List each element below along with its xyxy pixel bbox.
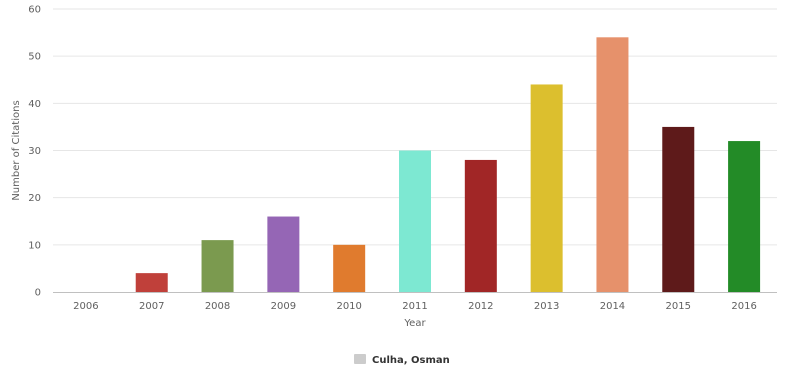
x-tick-label: 2006 (73, 301, 98, 312)
bar-2013[interactable] (530, 84, 563, 292)
legend-swatch[interactable] (354, 354, 366, 364)
bar-2008[interactable] (201, 240, 234, 292)
bar-2010[interactable] (333, 244, 366, 292)
y-tick-label: 20 (28, 193, 41, 204)
bar-2009[interactable] (267, 216, 300, 292)
x-tick-label: 2010 (336, 301, 361, 312)
y-tick-label: 50 (28, 52, 41, 63)
y-tick-label: 0 (35, 288, 41, 299)
legend-label[interactable]: Culha, Osman (372, 355, 450, 366)
x-tick-label: 2007 (139, 301, 164, 312)
y-tick-label: 10 (28, 240, 41, 251)
x-axis-ticks: 2006 2007 2008 2009 2010 2011 2012 2013 2014 2015… (73, 301, 757, 312)
y-tick-label: 30 (28, 146, 41, 157)
legend[interactable]: Culha, Osman (354, 354, 450, 366)
x-tick-label: 2014 (600, 301, 625, 312)
bar-2012[interactable] (464, 159, 497, 292)
x-tick-label: 2016 (731, 301, 756, 312)
bar-2011[interactable] (399, 150, 431, 293)
bar-2015[interactable] (662, 126, 695, 293)
y-axis-title: Number of Citations (11, 100, 22, 200)
y-tick-label: 60 (28, 5, 41, 16)
bar-2014[interactable] (596, 37, 629, 292)
x-axis-title: Year (403, 318, 426, 329)
x-tick-label: 2013 (534, 301, 559, 312)
y-axis-ticks: 0 10 20 30 40 50 60 (28, 5, 41, 299)
bar-2016[interactable] (728, 141, 761, 292)
bar-2007[interactable] (135, 273, 168, 292)
x-tick-label: 2012 (468, 301, 493, 312)
x-tick-label: 2008 (205, 301, 230, 312)
bars (135, 37, 761, 293)
x-tick-label: 2009 (271, 301, 296, 312)
y-tick-label: 40 (28, 99, 41, 110)
x-tick-label: 2015 (666, 301, 691, 312)
x-tick-label: 2011 (402, 301, 427, 312)
